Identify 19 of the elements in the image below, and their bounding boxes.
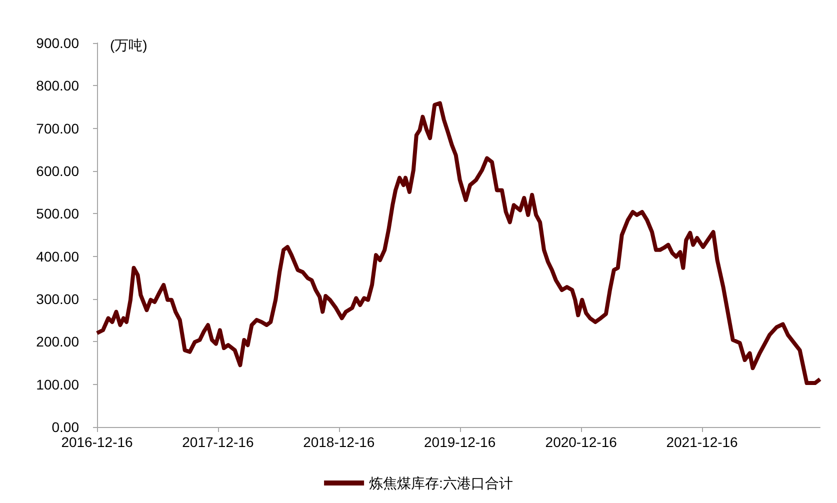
- x-tick-label: 2017-12-16: [182, 434, 254, 450]
- x-tick-label: 2019-12-16: [424, 434, 496, 450]
- x-tick-label: 2016-12-16: [61, 434, 134, 450]
- y-tick-label: 600.00: [36, 163, 80, 179]
- y-tick-label: 0.00: [52, 419, 80, 435]
- y-tick-label: 200.00: [36, 334, 80, 350]
- x-tick-label: 2021-12-16: [666, 434, 738, 450]
- y-tick-label: 500.00: [36, 206, 80, 222]
- line-series: [95, 101, 822, 386]
- x-tick-label: 2020-12-16: [545, 434, 618, 450]
- y-axis-title: (万吨): [110, 37, 148, 53]
- legend-label: 炼焦煤库存:六港口合计: [369, 475, 513, 491]
- x-tick-label: 2018-12-16: [303, 434, 375, 450]
- y-tick-label: 800.00: [36, 78, 80, 94]
- y-tick-label: 100.00: [36, 376, 80, 392]
- y-tick-label: 300.00: [36, 291, 80, 307]
- y-tick-label: 400.00: [36, 248, 80, 264]
- y-tick-label: 700.00: [36, 120, 80, 136]
- y-tick-label: 900.00: [36, 35, 80, 51]
